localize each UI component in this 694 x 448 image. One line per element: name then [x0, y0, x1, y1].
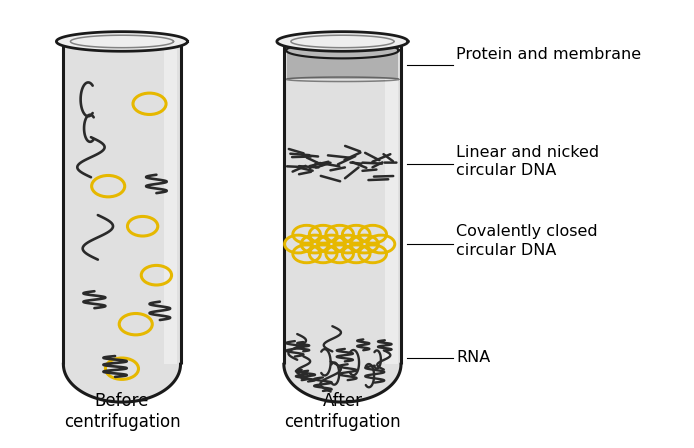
Text: Covalently closed
circular DNA: Covalently closed circular DNA [456, 224, 598, 258]
Bar [284, 42, 401, 364]
Bar [287, 50, 398, 79]
Polygon shape [56, 32, 187, 51]
Text: RNA: RNA [456, 350, 491, 365]
Text: Before
centrifugation: Before centrifugation [64, 392, 180, 431]
Text: After
centrifugation: After centrifugation [284, 392, 400, 431]
Polygon shape [286, 43, 398, 58]
Bar [63, 42, 180, 364]
Bar [164, 42, 177, 364]
Polygon shape [284, 364, 401, 402]
Text: Linear and nicked
circular DNA: Linear and nicked circular DNA [456, 145, 599, 178]
Polygon shape [277, 32, 408, 51]
Polygon shape [63, 364, 180, 402]
Text: Protein and membrane: Protein and membrane [456, 47, 641, 62]
Bar [384, 42, 398, 364]
